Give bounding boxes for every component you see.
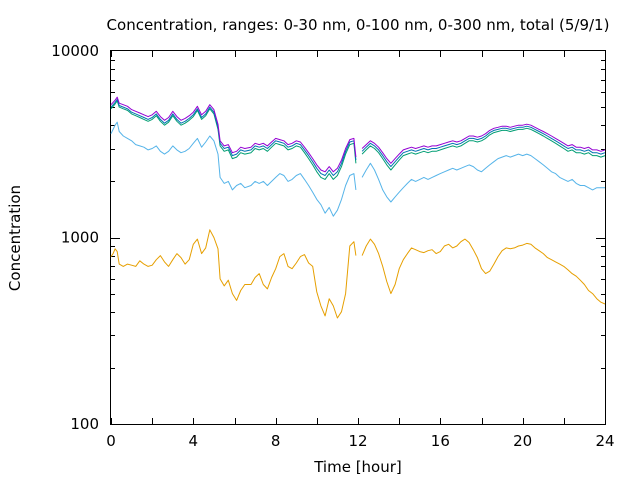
series-line-5 bbox=[110, 96, 357, 173]
x-tick-label: 0 bbox=[106, 432, 116, 450]
y-tick-labels: 100 1000 10000 bbox=[51, 42, 99, 433]
x-tick-label: 20 bbox=[513, 432, 532, 450]
series-line-4 bbox=[110, 98, 357, 176]
x-tick-label: 8 bbox=[271, 432, 281, 450]
series-line-5 bbox=[361, 123, 606, 164]
chart-title: Concentration, ranges: 0-30 nm, 0-100 nm… bbox=[107, 16, 610, 34]
series-line-2 bbox=[361, 153, 605, 203]
series-line-1 bbox=[110, 229, 357, 319]
y-tick-label: 10000 bbox=[51, 42, 99, 60]
y-axis-label: Concentration bbox=[6, 185, 24, 291]
series-line-1 bbox=[361, 238, 606, 305]
y-tick-label: 1000 bbox=[61, 229, 99, 247]
plot-area bbox=[110, 50, 606, 425]
x-tick-label: 16 bbox=[431, 432, 450, 450]
x-tick-label: 4 bbox=[189, 432, 199, 450]
x-axis-label: Time [hour] bbox=[313, 458, 402, 476]
series-line-3 bbox=[361, 127, 606, 171]
series-line-2 bbox=[110, 121, 357, 217]
x-tick-labels: 0 4 8 12 16 20 24 bbox=[106, 432, 614, 450]
series-line-4 bbox=[361, 125, 606, 168]
x-tick-label: 24 bbox=[595, 432, 614, 450]
series-line-3 bbox=[110, 100, 357, 180]
axis-ticks bbox=[111, 51, 606, 425]
y-tick-label: 100 bbox=[70, 415, 99, 433]
x-tick-label: 12 bbox=[348, 432, 367, 450]
series-group bbox=[110, 96, 606, 319]
